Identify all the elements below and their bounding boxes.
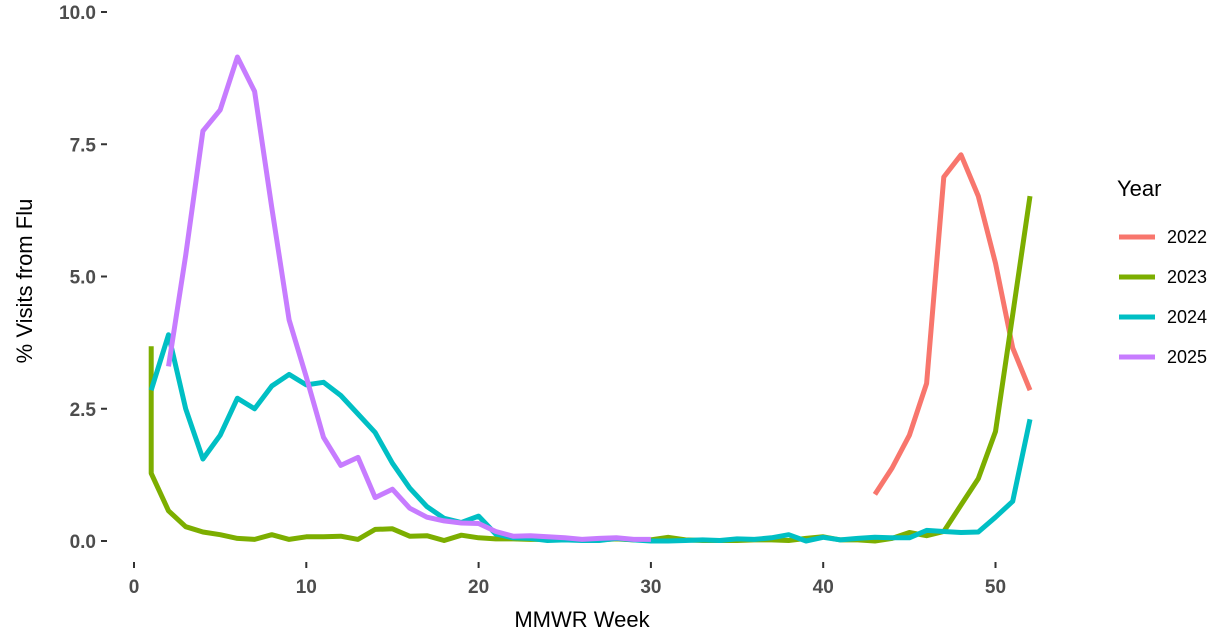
y-tick-label: 2.5 bbox=[70, 400, 97, 421]
legend-label-2025: 2025 bbox=[1167, 347, 1207, 367]
legend: Year 2022 2023 2024 2025 bbox=[1117, 176, 1207, 367]
series-line-2023 bbox=[148, 195, 1033, 544]
legend-label-2023: 2023 bbox=[1167, 267, 1207, 287]
x-tick-label: 40 bbox=[813, 577, 834, 598]
x-tick-label: 50 bbox=[985, 577, 1006, 598]
x-axis: 0 10 20 30 40 50 bbox=[129, 562, 1006, 598]
x-tick-label: 10 bbox=[296, 577, 317, 598]
y-tick-label: 0.0 bbox=[70, 532, 96, 553]
x-axis-title: MMWR Week bbox=[514, 607, 650, 632]
x-tick-label: 0 bbox=[129, 577, 140, 598]
x-tick-label: 20 bbox=[468, 577, 489, 598]
series-line-2025 bbox=[166, 54, 651, 542]
y-axis-title: % Visits from Flu bbox=[12, 199, 37, 364]
y-tick-label: 5.0 bbox=[70, 268, 96, 289]
y-axis: 0.0 2.5 5.0 7.5 10.0 bbox=[59, 3, 107, 553]
y-tick-label: 7.5 bbox=[70, 135, 97, 156]
legend-title: Year bbox=[1117, 176, 1161, 201]
series-line-2024 bbox=[148, 332, 1033, 544]
legend-label-2022: 2022 bbox=[1167, 227, 1207, 247]
y-tick-label: 10.0 bbox=[59, 3, 96, 24]
legend-label-2024: 2024 bbox=[1167, 307, 1207, 327]
series-line-2022 bbox=[872, 152, 1033, 496]
x-tick-label: 30 bbox=[640, 577, 661, 598]
series-layer bbox=[148, 54, 1033, 544]
